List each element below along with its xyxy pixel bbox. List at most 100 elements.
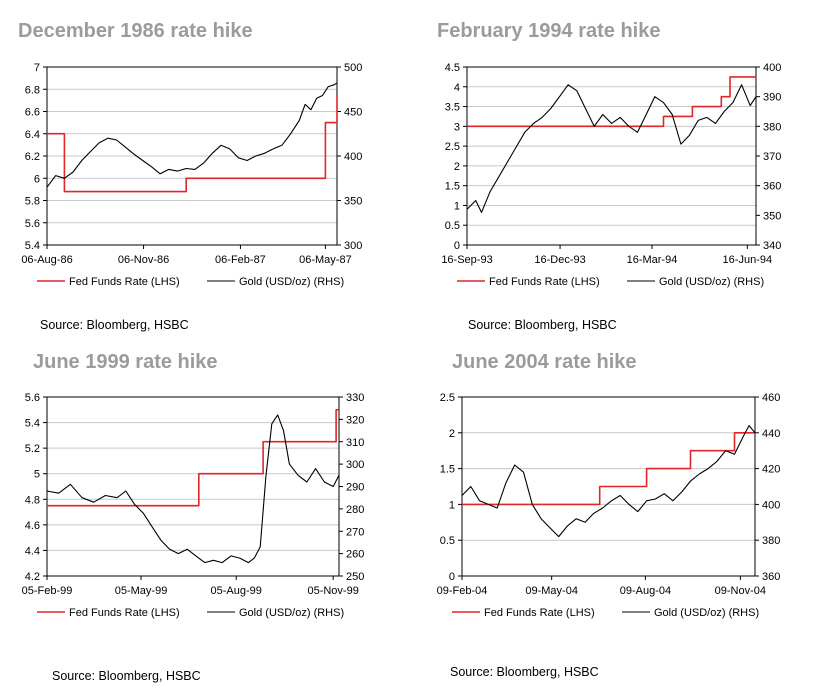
left-tick-label: 2.5 [440, 392, 455, 404]
right-tick-label: 320 [346, 414, 364, 426]
plot-frame [46, 396, 340, 577]
chart-feb-1994: 0 0.5 1 1.5 2 2.5 3 3.5 4 4.5 340 350 360 370 380 390 40… [441, 62, 781, 288]
left-tick-label: 3.5 [445, 102, 460, 114]
chart-dec-1986: 5.4 5.6 5.8 6 6.2 6.4 6.6 6.8 7 300 350 400 450 500 06… [21, 62, 362, 288]
legend-label-fed-funds: Fed Funds Rate (LHS) [489, 276, 600, 288]
right-tick-label: 280 [346, 504, 364, 516]
left-tick-label: 2 [454, 161, 460, 173]
x-tick-label: 09-May-04 [525, 585, 578, 597]
right-tick-label: 330 [346, 392, 364, 404]
left-tick-label: 0.5 [440, 535, 455, 547]
right-tick-label: 350 [763, 210, 781, 222]
left-tick-label: 5.2 [25, 443, 40, 455]
left-tick-label: 1.5 [440, 464, 455, 476]
right-tick-label: 250 [346, 571, 364, 583]
left-tick-label: 2.5 [445, 141, 460, 153]
right-tick-label: 500 [344, 62, 362, 74]
x-tick-label: 16-Dec-93 [534, 254, 585, 266]
x-tick-label: 06-Feb-87 [215, 254, 266, 266]
left-tick-label: 4.5 [445, 62, 460, 74]
left-tick-label: 5 [34, 469, 40, 481]
right-tick-label: 420 [762, 464, 780, 476]
right-tick-label: 390 [763, 92, 781, 104]
x-tick-label: 06-May-87 [299, 254, 352, 266]
series-line-fed-funds [47, 408, 339, 507]
left-tick-label: 5.4 [25, 418, 40, 430]
series-line-fed-funds [462, 431, 755, 506]
plot-frame [461, 396, 756, 577]
x-tick-label: 05-Feb-99 [22, 585, 73, 597]
right-tick-label: 440 [762, 428, 780, 440]
right-tick-label: 340 [763, 240, 781, 252]
x-tick-label: 09-Nov-04 [715, 585, 766, 597]
x-tick-label: 16-Sep-93 [441, 254, 492, 266]
legend-label-fed-funds: Fed Funds Rate (LHS) [69, 607, 180, 619]
right-tick-label: 270 [346, 526, 364, 538]
chart-source: Source: Bloomberg, HSBC [450, 665, 599, 679]
series-line-fed-funds [467, 76, 756, 128]
chart-jun-2004: 0 0.5 1 1.5 2 2.5 360 380 400 420 440 460 09-Feb-04 0… [437, 392, 781, 619]
chart-source: Source: Bloomberg, HSBC [40, 318, 189, 332]
left-tick-label: 1 [449, 499, 455, 511]
right-tick-label: 360 [763, 181, 781, 193]
right-tick-label: 260 [346, 549, 364, 561]
left-tick-label: 6.8 [25, 84, 40, 96]
right-tick-label: 460 [762, 392, 780, 404]
series-line-gold [46, 414, 340, 564]
left-tick-label: 7 [34, 62, 40, 74]
right-tick-label: 380 [763, 121, 781, 133]
x-tick-label: 09-Aug-04 [620, 585, 671, 597]
x-tick-label: 06-Aug-86 [21, 254, 72, 266]
left-tick-label: 4.8 [25, 494, 40, 506]
chart-source: Source: Bloomberg, HSBC [52, 669, 201, 683]
left-tick-label: 3 [454, 121, 460, 133]
right-tick-label: 290 [346, 482, 364, 494]
legend-label-gold: Gold (USD/oz) (RHS) [659, 276, 764, 288]
left-tick-label: 5.6 [25, 218, 40, 230]
left-tick-label: 0 [449, 571, 455, 583]
left-tick-label: 6.2 [25, 151, 40, 163]
x-tick-label: 16-Mar-94 [627, 254, 678, 266]
x-tick-label: 16-Jun-94 [723, 254, 773, 266]
right-tick-label: 360 [762, 571, 780, 583]
x-tick-label: 05-May-99 [115, 585, 168, 597]
left-tick-label: 1.5 [445, 181, 460, 193]
left-tick-label: 5.6 [25, 392, 40, 404]
chart-title: June 2004 rate hike [452, 351, 637, 373]
x-tick-label: 05-Nov-99 [307, 585, 358, 597]
left-tick-label: 6.4 [25, 129, 40, 141]
left-tick-label: 5.4 [25, 240, 40, 252]
right-tick-label: 300 [346, 459, 364, 471]
right-tick-label: 450 [344, 107, 362, 119]
legend-label-fed-funds: Fed Funds Rate (LHS) [69, 276, 180, 288]
right-tick-label: 350 [344, 196, 362, 208]
left-tick-label: 2 [449, 428, 455, 440]
right-tick-label: 380 [762, 535, 780, 547]
right-tick-label: 400 [344, 151, 362, 163]
legend-label-fed-funds: Fed Funds Rate (LHS) [484, 607, 595, 619]
left-tick-label: 0.5 [445, 220, 460, 232]
left-tick-label: 1 [454, 200, 460, 212]
legend-label-gold: Gold (USD/oz) (RHS) [239, 607, 344, 619]
series-line-gold [46, 82, 338, 188]
left-tick-label: 4.4 [25, 545, 40, 557]
left-tick-label: 4.6 [25, 520, 40, 532]
chart-jun-1999: 4.2 4.4 4.6 4.8 5 5.2 5.4 5.6 250 260 270 280 290 300… [22, 392, 365, 619]
left-tick-label: 5.8 [25, 196, 40, 208]
left-tick-label: 4 [454, 82, 460, 94]
legend-label-gold: Gold (USD/oz) (RHS) [239, 276, 344, 288]
right-tick-label: 370 [763, 151, 781, 163]
left-tick-label: 6.6 [25, 107, 40, 119]
x-tick-label: 06-Nov-86 [118, 254, 169, 266]
chart-title: February 1994 rate hike [437, 20, 661, 42]
right-tick-label: 400 [763, 62, 781, 74]
chart-source: Source: Bloomberg, HSBC [468, 318, 617, 332]
left-tick-label: 0 [454, 240, 460, 252]
right-tick-label: 300 [344, 240, 362, 252]
chart-title: June 1999 rate hike [33, 351, 218, 373]
chart-title: December 1986 rate hike [18, 20, 253, 42]
left-tick-label: 6 [34, 173, 40, 185]
left-tick-label: 4.2 [25, 571, 40, 583]
legend-label-gold: Gold (USD/oz) (RHS) [654, 607, 759, 619]
x-tick-label: 09-Feb-04 [437, 585, 488, 597]
